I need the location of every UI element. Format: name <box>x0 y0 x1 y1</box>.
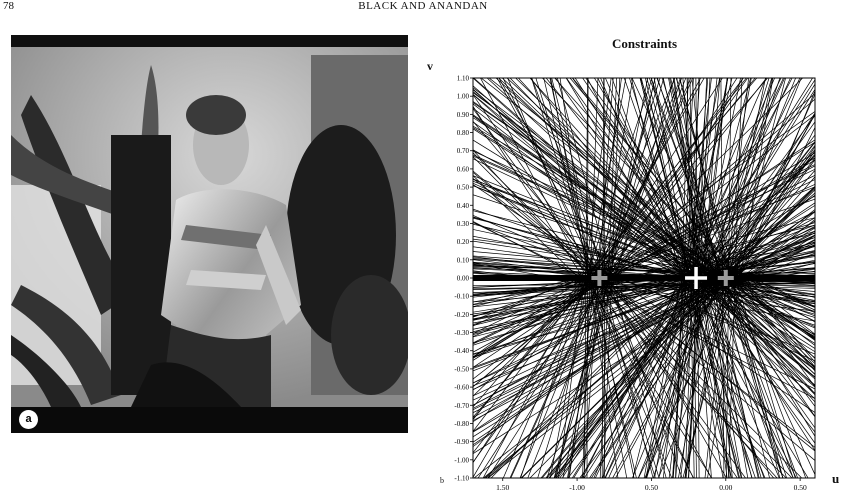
chart-title: Constraints <box>612 36 678 51</box>
video-frame-image: a <box>11 35 408 433</box>
constraint-line <box>473 262 815 295</box>
constraint-line <box>597 78 797 478</box>
running-head: BLACK AND ANANDAN <box>358 0 488 12</box>
y-tick-label: 0.50 <box>457 184 470 192</box>
x-tick-label: 0.50 <box>794 483 807 490</box>
x-tick-label: 0.50 <box>645 483 658 490</box>
solution-marker <box>717 270 734 286</box>
constraint-line <box>473 267 815 295</box>
y-axis-label: v <box>427 59 433 73</box>
y-tick-label: -0.10 <box>454 293 469 301</box>
y-tick-label: 0.20 <box>457 238 470 246</box>
x-tick-label: 0.00 <box>719 483 732 490</box>
constraint-line <box>550 78 628 478</box>
constraint-line <box>473 265 815 277</box>
x-tick-label: -1.00 <box>569 483 585 490</box>
constraint-line <box>473 103 815 368</box>
corner-label: b <box>440 476 444 485</box>
panel-badge: a <box>19 410 38 429</box>
constraint-line <box>473 78 749 463</box>
y-tick-label: -1.00 <box>454 456 469 464</box>
constraint-line <box>473 220 815 438</box>
constraint-line <box>482 211 815 478</box>
constraint-line <box>473 279 815 282</box>
constraint-line <box>509 78 815 396</box>
constraint-line <box>553 134 815 478</box>
y-tick-label: -0.20 <box>454 311 469 319</box>
constraint-line <box>473 225 815 406</box>
y-tick-label: -0.80 <box>454 420 469 428</box>
constraint-line <box>603 78 621 478</box>
constraint-line <box>601 78 605 478</box>
constraint-line <box>473 242 815 369</box>
constraint-line <box>646 78 762 478</box>
constraint-line <box>473 255 815 321</box>
constraint-line <box>473 114 815 338</box>
y-tick-label: -0.90 <box>454 438 469 446</box>
constraint-line <box>555 150 815 478</box>
constraint-line <box>473 230 815 418</box>
constraint-line <box>473 78 705 478</box>
constraint-line <box>473 180 815 308</box>
constraint-line <box>611 78 756 478</box>
y-tick-label: -0.30 <box>454 329 469 337</box>
y-tick-label: 0.40 <box>457 202 470 210</box>
constraint-line <box>582 78 599 478</box>
y-tick-label: -0.40 <box>454 347 469 355</box>
y-tick-label: 0.70 <box>457 147 470 155</box>
y-tick-label: 0.80 <box>457 129 470 137</box>
solution-marker <box>685 267 708 289</box>
constraint-line <box>473 185 815 317</box>
video-frame-photo <box>11 35 408 433</box>
constraint-line <box>473 233 815 317</box>
constraint-line <box>473 215 815 362</box>
constraint-line <box>559 144 815 478</box>
y-tick-label: -0.60 <box>454 384 469 392</box>
y-tick-label: 0.90 <box>457 111 470 119</box>
x-axis-label: u <box>832 471 840 486</box>
y-tick-label: 1.00 <box>457 93 470 101</box>
y-tick-label: 0.30 <box>457 220 470 228</box>
constraint-line <box>473 182 815 335</box>
constraint-line <box>473 149 815 337</box>
constraint-line <box>630 78 732 478</box>
constraint-line <box>473 251 815 333</box>
constraint-line <box>583 78 588 478</box>
y-tick-label: -1.10 <box>454 475 469 483</box>
x-tick-label: 1.50 <box>496 483 509 490</box>
y-tick-label: 1.10 <box>457 75 470 83</box>
y-tick-label: 0.00 <box>457 275 470 283</box>
constraint-line <box>473 252 815 387</box>
constraint-line <box>473 186 815 321</box>
y-tick-label: 0.10 <box>457 256 470 264</box>
page-number: 78 <box>3 0 14 12</box>
y-tick-label: -0.70 <box>454 402 469 410</box>
constraint-line <box>473 277 815 289</box>
constraint-line <box>640 78 784 478</box>
solution-marker <box>591 270 608 286</box>
constraints-chart: 1.10 1.00 0.90 0.80 0.70 0.60 0.50 0.40 0.30 0.20… <box>454 75 816 490</box>
constraint-line <box>473 261 815 298</box>
constraint-line <box>473 277 815 297</box>
constraint-line <box>531 78 683 478</box>
constraint-line <box>473 245 815 303</box>
constraint-line <box>554 78 815 372</box>
constraint-line <box>473 87 815 346</box>
constraint-line <box>502 78 694 478</box>
constraint-line <box>473 235 815 455</box>
y-tick-label: 0.60 <box>457 165 470 173</box>
constraint-band <box>473 275 815 281</box>
y-tick-label: -0.50 <box>454 365 469 373</box>
